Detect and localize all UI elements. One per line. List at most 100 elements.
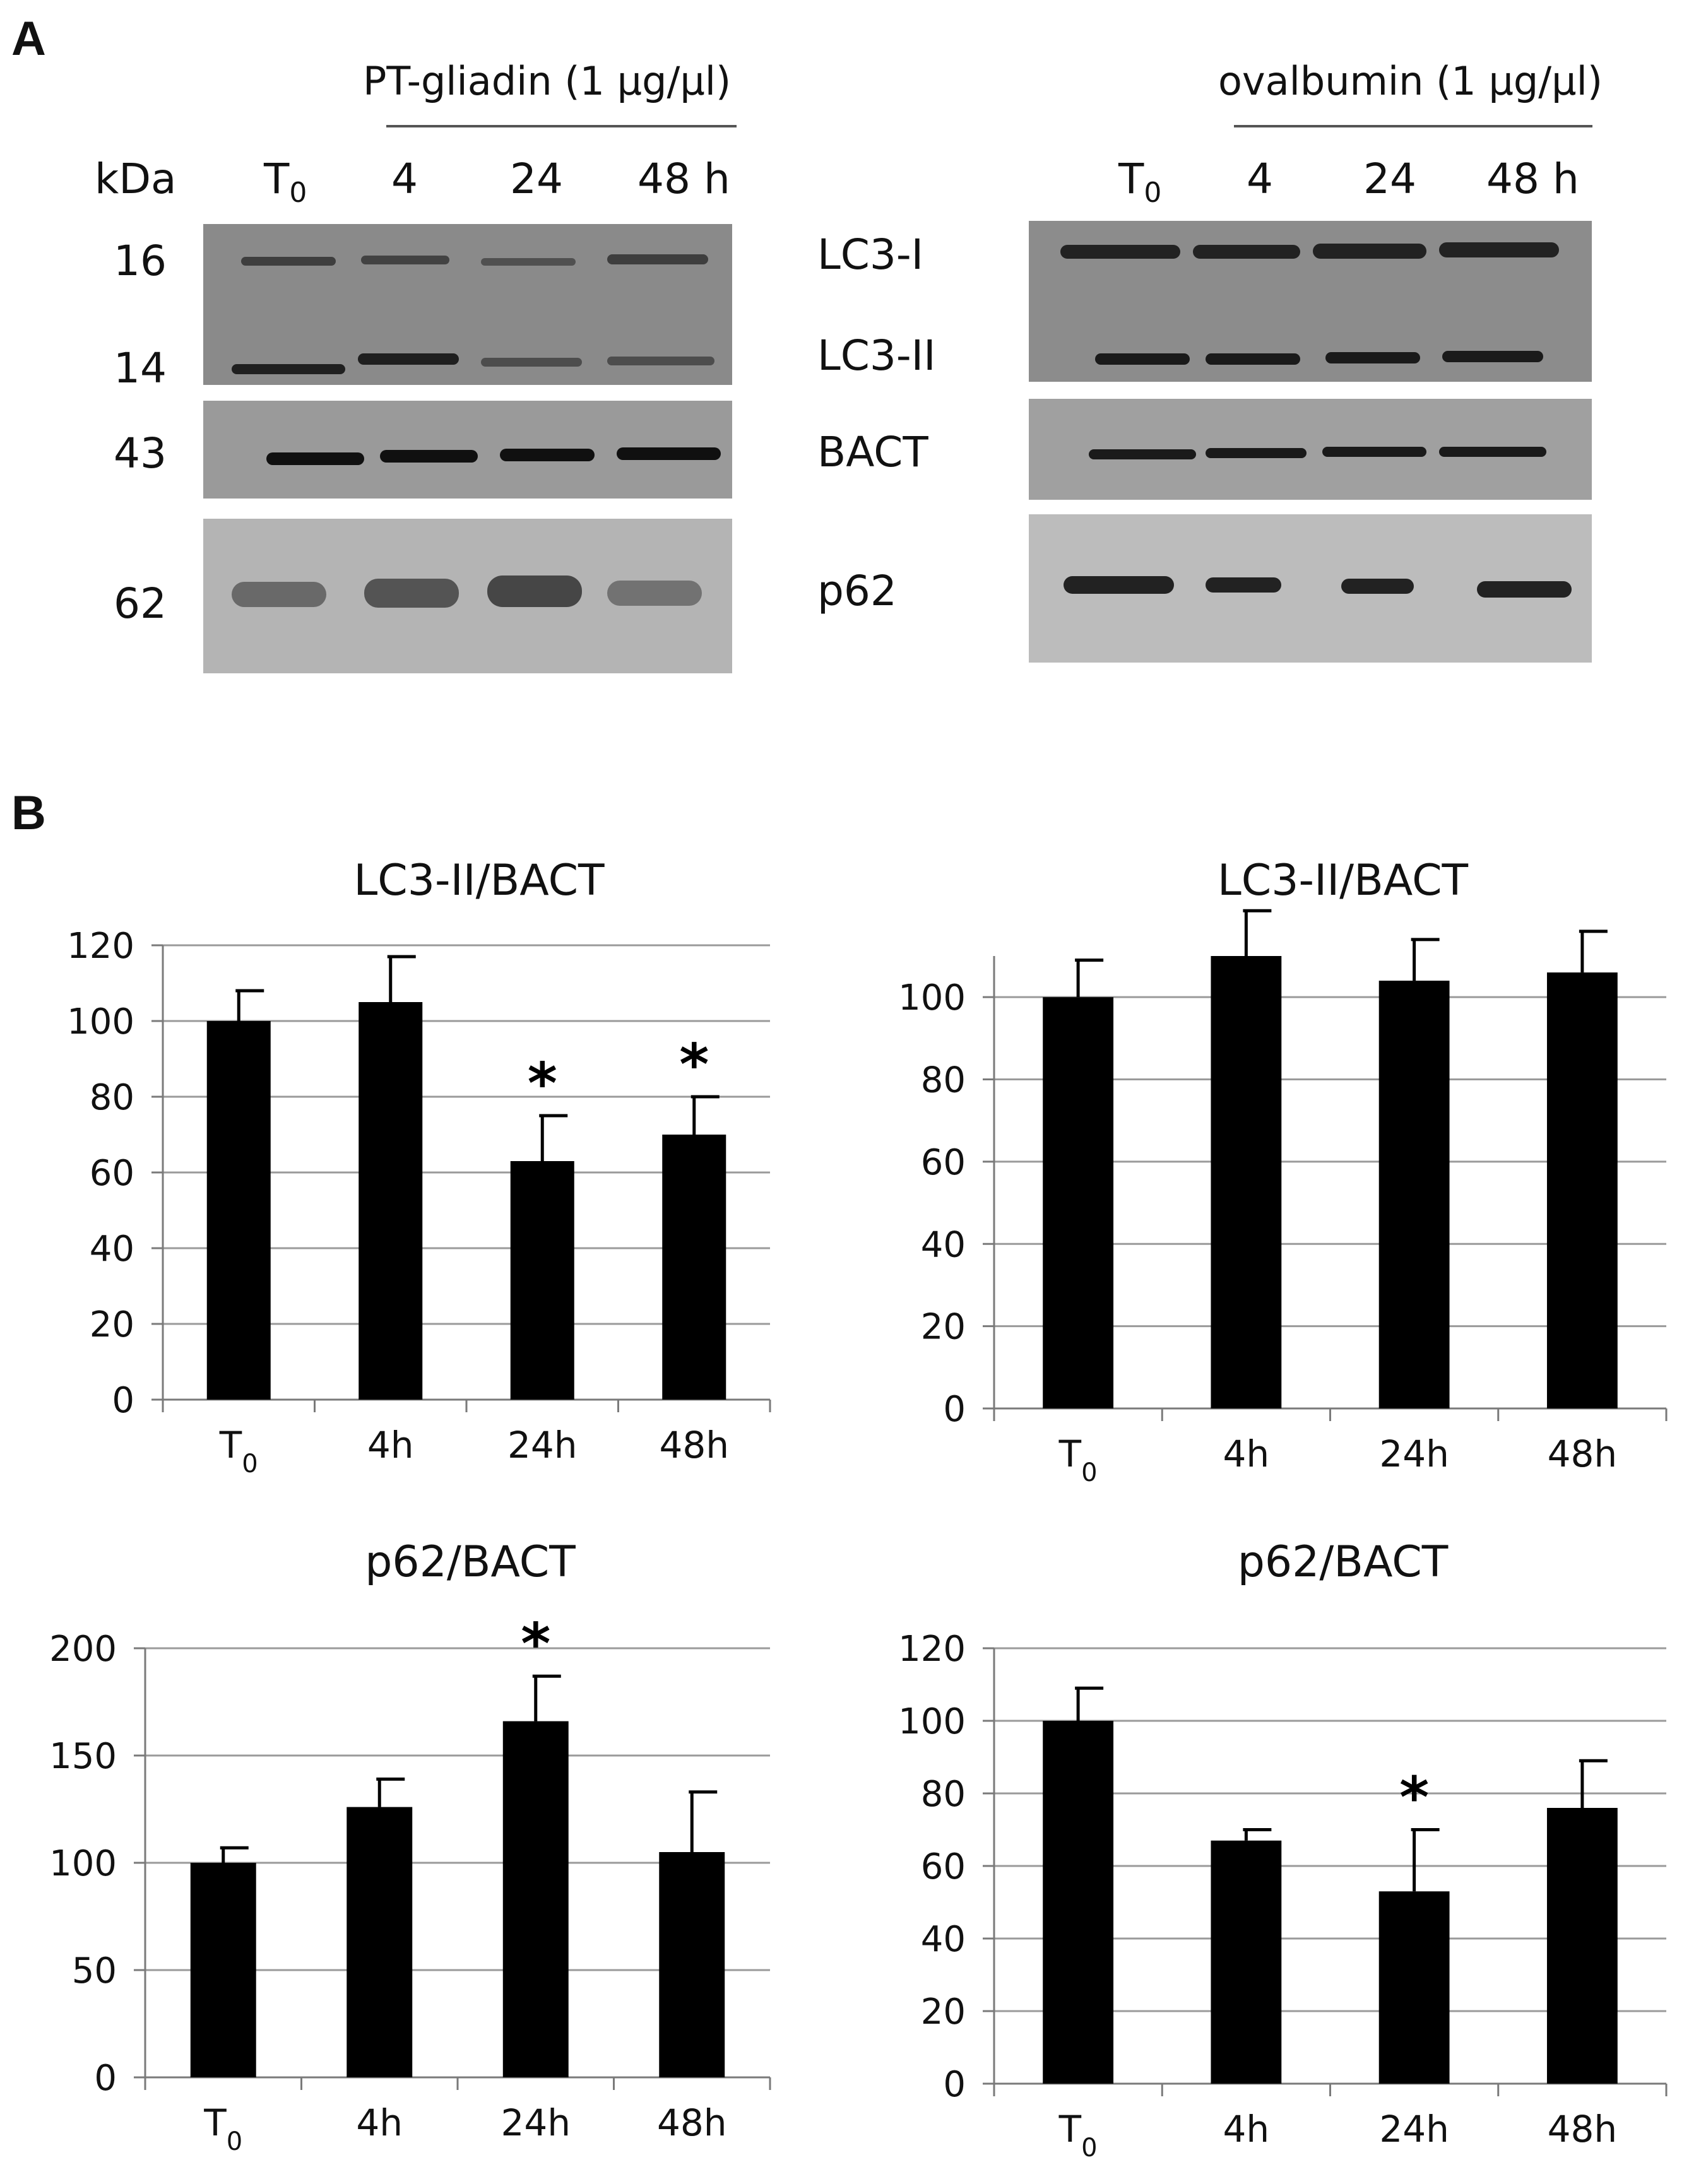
y-tick-label: 0: [112, 1380, 134, 1421]
bar: [1378, 1891, 1450, 2084]
right-bact-blot: [1029, 399, 1592, 500]
marker-62: 62: [114, 579, 167, 628]
band: [1193, 245, 1300, 259]
band: [361, 256, 449, 264]
right-lane-t0: T0: [1118, 155, 1162, 210]
band: [380, 450, 478, 463]
band: [358, 353, 459, 365]
x-tick-label: 4h: [1223, 1432, 1270, 1475]
bar: [1043, 1721, 1114, 2084]
x-tick-label: 4h: [1223, 2108, 1270, 2151]
panel-letter-b: B: [11, 786, 46, 840]
y-tick-label: 40: [90, 1229, 134, 1270]
bar: [1043, 997, 1114, 1408]
marker-43: 43: [114, 429, 167, 478]
bar: [1211, 1840, 1282, 2084]
left-treatment-label: PT-gliadin (1 µg/µl): [363, 58, 732, 104]
y-tick-label: 150: [49, 1736, 117, 1777]
band-label-p62: p62: [817, 567, 897, 615]
band: [607, 357, 714, 365]
band: [1442, 351, 1543, 362]
right-lc3-blot: [1029, 221, 1592, 382]
x-tick-label: 48h: [657, 2101, 727, 2144]
left-lane-t0: T0: [264, 155, 307, 210]
band: [607, 254, 708, 264]
band: [617, 447, 721, 460]
x-tick-label: T0: [1058, 2108, 1098, 2163]
x-tick-label: 24h: [1379, 2108, 1449, 2151]
band: [1325, 352, 1420, 363]
band: [487, 576, 582, 607]
y-tick-label: 20: [921, 1992, 966, 2033]
left-lane-4: 4: [391, 155, 418, 203]
bar: [206, 1021, 271, 1400]
band: [364, 579, 459, 608]
left-bact-blot: [203, 401, 732, 499]
bar: [359, 1002, 423, 1400]
band-label-lc3-i: LC3-I: [817, 230, 924, 279]
y-tick-label: 120: [898, 1629, 966, 1670]
y-tick-label: 0: [943, 2064, 966, 2105]
y-tick-label: 50: [72, 1951, 117, 1992]
right-lane-48h: 48 h: [1486, 155, 1579, 203]
y-tick-label: 200: [49, 1629, 117, 1670]
band: [1341, 579, 1414, 594]
x-tick-label: T0: [219, 1424, 258, 1479]
x-tick-label: 4h: [356, 2101, 403, 2144]
band: [1206, 353, 1300, 365]
band: [1060, 245, 1180, 259]
significance-marker: *: [528, 1051, 557, 1117]
right-treatment-label: ovalbumin (1 µg/µl): [1218, 58, 1603, 104]
y-tick-label: 80: [921, 1774, 966, 1815]
y-tick-label: 60: [921, 1142, 966, 1183]
left-lane-24: 24: [510, 155, 563, 203]
band: [241, 257, 336, 266]
band: [1206, 577, 1281, 593]
panel-letter-a: A: [11, 12, 46, 66]
kda-header: kDa: [95, 155, 177, 203]
bar: [510, 1161, 574, 1400]
band: [1206, 448, 1307, 458]
right-p62-blot: [1029, 514, 1592, 663]
band: [1064, 576, 1174, 594]
y-tick-label: 80: [90, 1077, 134, 1118]
y-tick-label: 20: [90, 1304, 134, 1345]
marker-14: 14: [114, 344, 167, 393]
band-label-lc3-ii: LC3-II: [817, 331, 936, 380]
band: [1322, 447, 1426, 457]
band: [1095, 353, 1190, 365]
y-tick-label: 60: [90, 1153, 134, 1194]
y-tick-label: 100: [67, 1001, 134, 1042]
bar: [1211, 956, 1282, 1408]
band: [1439, 447, 1546, 457]
x-tick-label: T0: [1058, 1432, 1098, 1487]
band: [232, 582, 326, 607]
band: [1089, 449, 1196, 459]
y-tick-label: 40: [921, 1224, 966, 1265]
band-label-bact: BACT: [817, 428, 928, 476]
y-tick-label: 100: [49, 1843, 117, 1884]
y-tick-label: 100: [898, 977, 966, 1018]
marker-16: 16: [114, 237, 167, 285]
band: [481, 358, 582, 367]
chart-title: p62/BACT: [365, 1537, 576, 1587]
right-lane-24: 24: [1363, 155, 1416, 203]
x-tick-label: 4h: [367, 1424, 414, 1467]
significance-marker: *: [679, 1032, 709, 1098]
y-tick-label: 20: [921, 1307, 966, 1348]
y-tick-label: 60: [921, 1846, 966, 1887]
bar: [190, 1863, 256, 2077]
x-tick-label: 24h: [501, 2101, 571, 2144]
x-tick-label: 24h: [1379, 1432, 1449, 1475]
bar: [347, 1807, 413, 2077]
bar: [1378, 981, 1450, 1408]
bar: [502, 1721, 569, 2077]
band: [266, 452, 364, 465]
left-lane-48h: 48 h: [637, 155, 730, 203]
left-treatment-line: [386, 125, 737, 127]
y-tick-label: 40: [921, 1919, 966, 1960]
right-lane-4: 4: [1247, 155, 1273, 203]
chart-title: p62/BACT: [1238, 1537, 1449, 1587]
significance-marker: *: [1399, 1765, 1429, 1831]
